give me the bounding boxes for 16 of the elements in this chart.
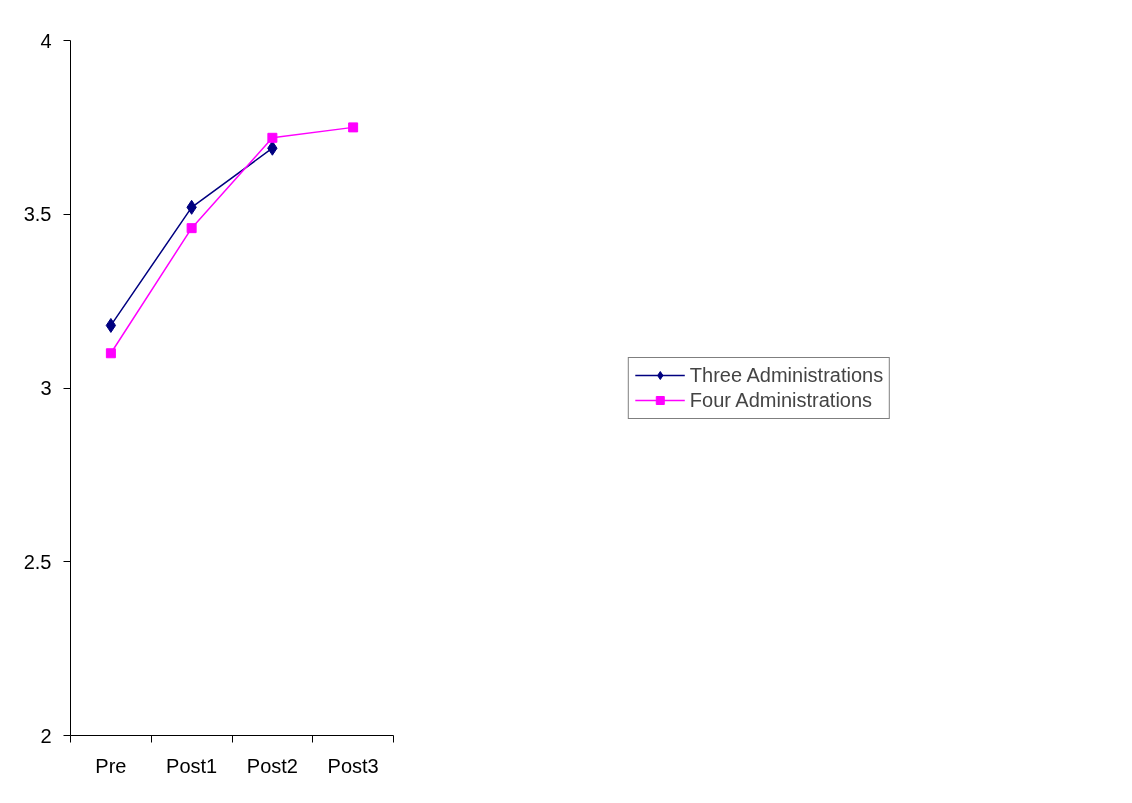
legend-label: Four Administrations xyxy=(689,388,873,412)
x-tick-label: Pre xyxy=(95,754,127,777)
y-tick-label: 3 xyxy=(40,377,52,399)
y-tick-label: 2.5 xyxy=(23,550,52,573)
point xyxy=(105,317,117,333)
x-tick-label: Post2 xyxy=(246,754,298,777)
y-tick-label: 2 xyxy=(40,724,52,747)
point xyxy=(267,132,278,143)
y-tick-label: 4 xyxy=(40,29,52,52)
point xyxy=(186,223,197,234)
point xyxy=(105,348,116,359)
point xyxy=(348,122,359,133)
x-tick-label: Post1 xyxy=(166,754,218,777)
x-tick-label: Post3 xyxy=(327,754,379,777)
y-tick-label: 3.5 xyxy=(23,203,52,226)
legend-label: Three Administrations xyxy=(689,363,884,387)
